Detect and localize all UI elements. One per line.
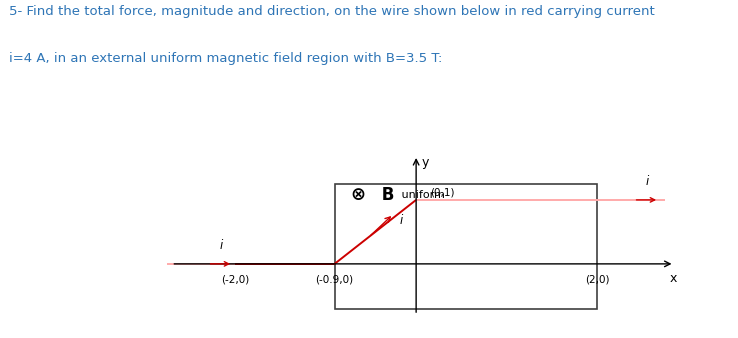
Text: B: B xyxy=(376,186,395,204)
Text: i: i xyxy=(646,175,649,188)
Text: 5- Find the total force, magnitude and direction, on the wire shown below in red: 5- Find the total force, magnitude and d… xyxy=(9,5,655,18)
Text: y: y xyxy=(421,156,429,169)
Text: i: i xyxy=(220,239,223,252)
Text: i=4 A, in an external uniform magnetic field region with B=3.5 T:: i=4 A, in an external uniform magnetic f… xyxy=(9,52,442,65)
Text: (2,0): (2,0) xyxy=(585,274,610,284)
Text: (-2,0): (-2,0) xyxy=(221,274,249,284)
Text: x: x xyxy=(670,271,677,285)
Text: ⊗: ⊗ xyxy=(351,186,366,204)
Text: (-0.9,0): (-0.9,0) xyxy=(316,274,354,284)
Text: uniform: uniform xyxy=(398,190,445,200)
Text: i: i xyxy=(400,214,403,227)
Text: (0,1): (0,1) xyxy=(430,188,454,198)
Bar xyxy=(334,184,597,309)
